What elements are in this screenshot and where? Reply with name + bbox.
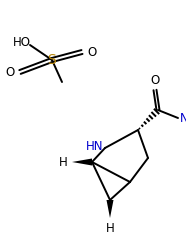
Text: O: O (87, 46, 96, 59)
Text: H: H (59, 156, 67, 168)
Text: HO: HO (13, 36, 31, 49)
Text: O: O (150, 74, 160, 87)
Polygon shape (72, 158, 92, 166)
Polygon shape (107, 200, 113, 218)
Text: NH: NH (180, 112, 186, 124)
Text: H: H (106, 222, 114, 234)
Text: O: O (6, 66, 15, 78)
Text: S: S (48, 53, 56, 67)
Text: HN: HN (86, 140, 103, 153)
